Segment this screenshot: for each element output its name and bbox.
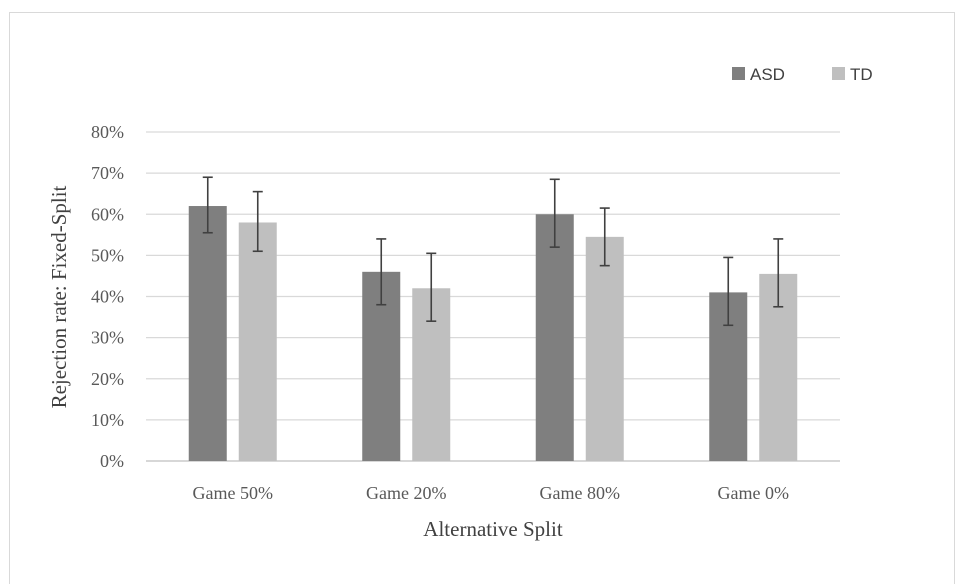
y-tick-label: 60% <box>91 204 124 224</box>
x-tick-label: Game 20% <box>366 483 446 503</box>
legend-label-asd: ASD <box>750 65 785 84</box>
y-tick-label: 40% <box>91 287 124 307</box>
error-bars <box>202 176 784 327</box>
legend-swatch-td <box>832 67 845 80</box>
bar-asd <box>188 206 227 461</box>
chart-frame <box>9 12 955 584</box>
bar-asd <box>535 214 574 461</box>
y-axis-title: Rejection rate: Fixed-Split <box>47 185 71 408</box>
x-axis-ticks: Game 50% Game 20% Game 80% Game 0% <box>193 483 789 503</box>
y-tick-label: 30% <box>91 328 124 348</box>
y-tick-label: 80% <box>91 122 124 142</box>
bars <box>188 206 798 461</box>
x-tick-label: Game 80% <box>540 483 620 503</box>
y-tick-label: 50% <box>91 245 124 265</box>
y-tick-label: 20% <box>91 369 124 389</box>
x-tick-label: Game 50% <box>193 483 273 503</box>
legend: ASD TD <box>732 65 873 84</box>
y-tick-label: 0% <box>100 451 124 471</box>
y-axis-ticks: 0% 10% 20% 30% 40% 50% 60% 70% 80% <box>91 122 124 471</box>
bar-td <box>585 236 624 461</box>
y-tick-label: 70% <box>91 163 124 183</box>
x-tick-label: Game 0% <box>718 483 789 503</box>
legend-label-td: TD <box>850 65 873 84</box>
bar-td <box>238 222 277 461</box>
legend-swatch-asd <box>732 67 745 80</box>
y-tick-label: 10% <box>91 410 124 430</box>
x-axis-title: Alternative Split <box>423 517 563 541</box>
